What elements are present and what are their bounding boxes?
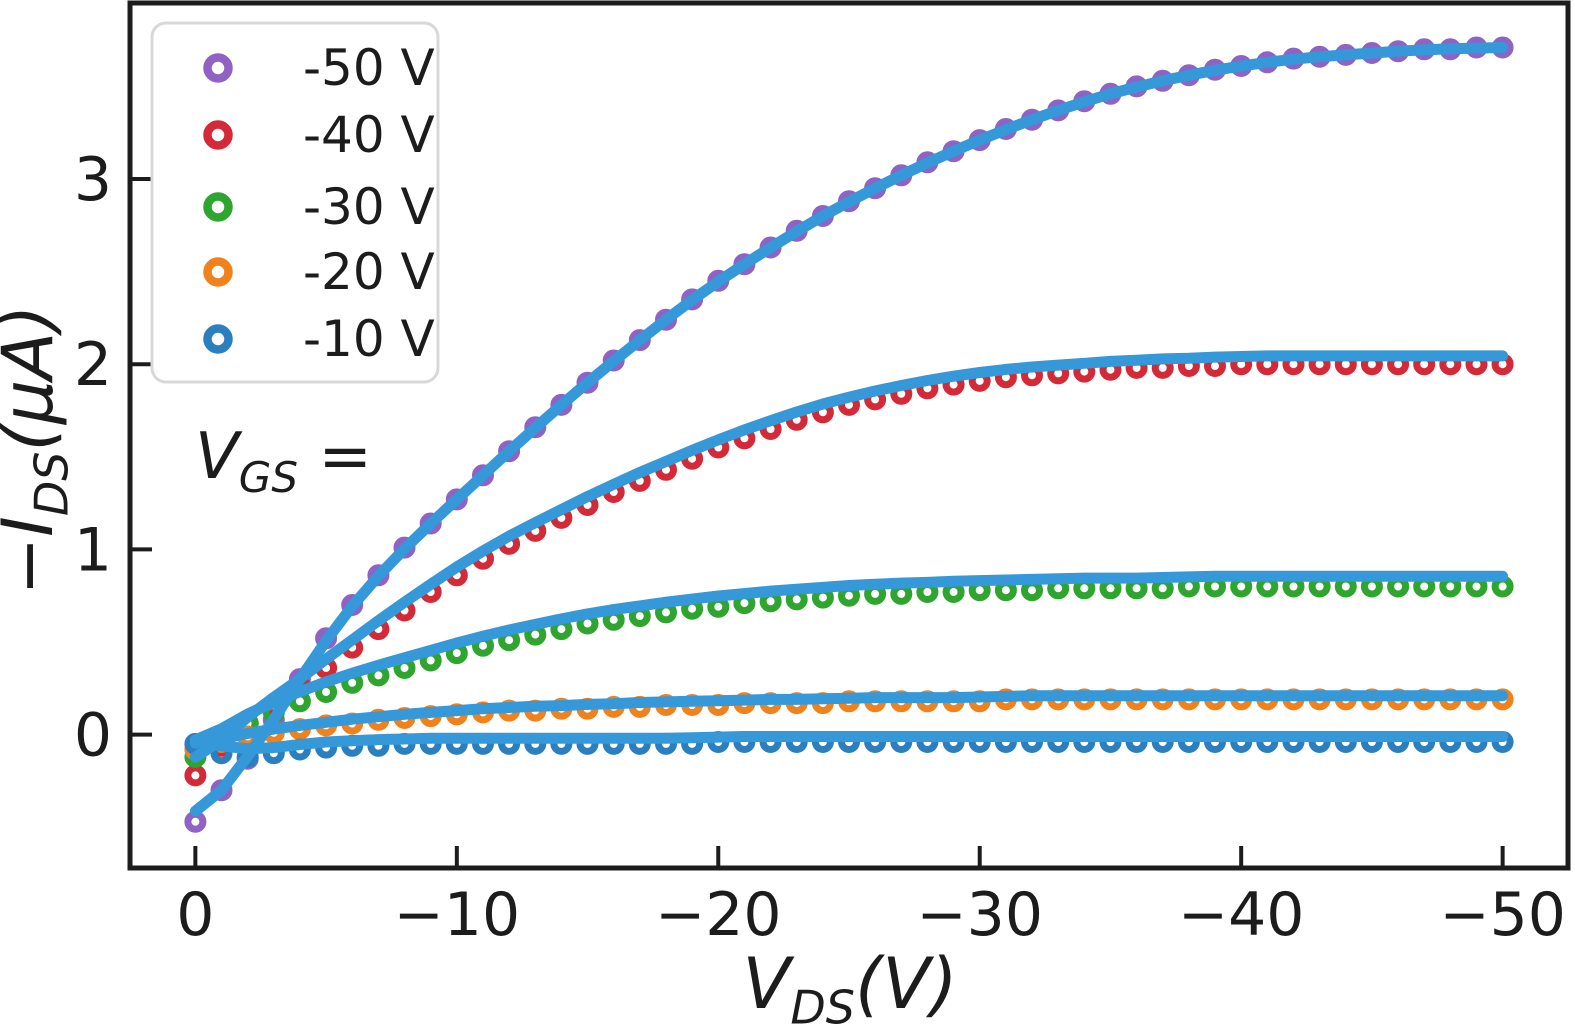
vgs-annotation: VGS = — [195, 420, 372, 502]
fit-line — [189, 731, 1509, 755]
y-tick-label: 2 — [74, 330, 112, 400]
legend-label: -30 V — [303, 178, 435, 236]
fit-line — [189, 570, 1509, 746]
legend-label: -40 V — [303, 106, 435, 164]
x-tick-label: −30 — [916, 880, 1043, 950]
legend-item--40-V: -40 V — [203, 106, 435, 164]
y-tick-label: 0 — [74, 701, 112, 771]
x-tick-label: 0 — [176, 880, 214, 950]
x-tick-label: −40 — [1178, 880, 1305, 950]
fit-line — [189, 42, 1509, 817]
legend-marker-icon — [203, 257, 233, 287]
legend-item--10-V: -10 V — [203, 310, 435, 368]
plot-frame — [127, 0, 1571, 871]
legend-item--50-V: -50 V — [203, 39, 435, 97]
legend-box — [150, 21, 440, 384]
legend-item--20-V: -20 V — [203, 243, 435, 301]
data-point-marker — [184, 764, 207, 787]
legend-label: -10 V — [303, 310, 435, 368]
legend-label: -50 V — [303, 39, 435, 97]
legend-marker-icon — [203, 120, 233, 150]
legend-label: -20 V — [303, 243, 435, 301]
legend-marker-icon — [203, 192, 233, 222]
y-tick-label: 3 — [74, 145, 112, 215]
x-tick-label: −50 — [1439, 880, 1566, 950]
legend: -50 V -40 V -30 V -20 V -10 V — [150, 21, 440, 384]
x-tick-label: −20 — [655, 880, 782, 950]
y-axis-label: −IDS(μA) — [0, 305, 78, 596]
x-tick-label: −10 — [394, 880, 521, 950]
legend-marker-icon — [203, 53, 233, 83]
fit-line — [189, 690, 1509, 749]
y-tick-label: 1 — [74, 515, 112, 585]
legend-marker-icon — [203, 324, 233, 354]
x-axis-label: VDS(V) — [742, 943, 957, 1029]
fit-line — [189, 350, 1509, 763]
legend-item--30-V: -30 V — [203, 178, 435, 236]
